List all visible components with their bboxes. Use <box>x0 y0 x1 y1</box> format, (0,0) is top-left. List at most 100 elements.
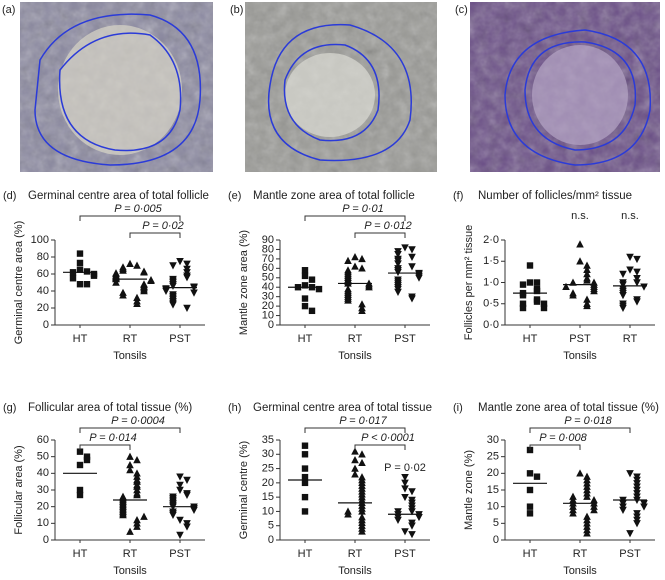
data-point <box>183 491 191 499</box>
chart-title: Number of follicles/mm² tissue <box>478 190 632 202</box>
data-point <box>301 479 309 487</box>
x-tick-label: PST <box>169 548 191 560</box>
data-point <box>633 268 641 276</box>
y-tick-label: 0 <box>43 534 49 546</box>
data-point <box>619 281 627 289</box>
p-value: n.s. <box>621 210 639 222</box>
data-point <box>633 255 641 264</box>
data-point <box>351 447 359 455</box>
data-point <box>169 511 177 519</box>
chart-title: Germinal centre area of total tissue <box>253 402 432 414</box>
data-point <box>76 461 84 469</box>
data-point <box>301 473 309 481</box>
data-point <box>415 513 423 522</box>
data-point <box>640 283 648 291</box>
panel-label: (a) <box>2 4 15 16</box>
data-point <box>626 530 634 538</box>
data-point <box>183 523 191 531</box>
data-point <box>401 528 409 536</box>
data-point <box>183 476 191 484</box>
y-tick-label: 1·5 <box>483 255 499 267</box>
data-point <box>619 292 627 300</box>
x-tick-label: HT <box>298 548 313 560</box>
y-tick-label: 25 <box>487 451 499 463</box>
y-tick-label: 30 <box>262 291 274 303</box>
data-point <box>526 486 534 494</box>
p-value: P = 0·017 <box>339 415 387 427</box>
data-point <box>401 485 409 493</box>
p-value: P = 0·02 <box>142 220 183 232</box>
data-point <box>526 279 534 286</box>
micrograph-b <box>245 2 437 172</box>
data-point <box>190 506 198 514</box>
data-point <box>358 254 366 263</box>
data-point <box>619 304 627 312</box>
x-tick-label: PST <box>569 333 591 345</box>
data-point <box>119 266 127 274</box>
data-point <box>408 263 416 271</box>
y-tick-label: 30 <box>262 448 274 460</box>
data-point <box>76 486 84 494</box>
data-point <box>519 304 527 312</box>
chart-title: Mantle zone area of total follicle <box>253 190 415 202</box>
data-point <box>344 510 352 518</box>
data-point <box>83 453 91 460</box>
y-tick-label: 30 <box>487 434 499 446</box>
data-point <box>183 260 191 268</box>
data-point <box>358 264 366 272</box>
y-axis-label: Follicular area (%) <box>13 445 25 534</box>
y-tick-label: 90 <box>262 234 274 246</box>
data-point <box>76 266 84 273</box>
data-point <box>351 470 359 478</box>
significance-bracket <box>79 215 181 221</box>
p-value: P = 0·005 <box>114 203 162 215</box>
data-point <box>408 522 416 530</box>
x-tick-label: PST <box>619 548 641 560</box>
data-point <box>533 279 541 286</box>
significance-bracket <box>354 444 406 450</box>
y-tick-label: 0 <box>43 319 49 331</box>
data-point <box>401 479 409 487</box>
p-value: P = 0·012 <box>364 220 412 232</box>
data-point <box>308 276 316 283</box>
significance-bracket <box>304 215 406 221</box>
y-tick-label: 10 <box>262 505 274 517</box>
data-point <box>358 507 366 515</box>
data-point <box>365 283 373 291</box>
data-point <box>576 469 584 477</box>
data-point <box>626 266 634 274</box>
y-axis-label: Germinal centre (%) <box>238 441 250 539</box>
data-point <box>176 473 184 481</box>
data-point <box>176 516 184 524</box>
data-point <box>394 260 402 268</box>
data-point <box>76 259 84 267</box>
data-point <box>301 465 309 472</box>
p-value: P = 0·0004 <box>111 415 165 427</box>
x-tick-label: RT <box>123 548 138 560</box>
x-tick-label: HT <box>523 333 538 345</box>
data-point <box>301 493 309 501</box>
data-point <box>83 456 91 464</box>
data-point <box>408 253 416 261</box>
x-tick-label: HT <box>298 333 313 345</box>
data-point <box>140 268 148 276</box>
data-point <box>147 276 155 284</box>
data-point <box>133 261 141 269</box>
data-point <box>640 503 648 511</box>
data-point <box>308 307 316 315</box>
data-point <box>126 461 134 469</box>
y-tick-label: 40 <box>37 285 49 297</box>
data-point <box>519 300 527 307</box>
significance-bracket <box>304 427 406 433</box>
data-point <box>344 296 352 304</box>
y-tick-label: 10 <box>487 501 499 513</box>
data-point <box>351 262 359 270</box>
data-point <box>315 285 323 293</box>
y-tick-label: 5 <box>493 517 499 529</box>
y-axis-label: Germinal centre area (%) <box>13 221 25 345</box>
data-point <box>583 295 591 303</box>
data-point <box>401 473 409 482</box>
data-point <box>633 520 641 528</box>
x-axis-label: Tonsils <box>113 350 147 362</box>
y-tick-label: 70 <box>262 253 274 265</box>
